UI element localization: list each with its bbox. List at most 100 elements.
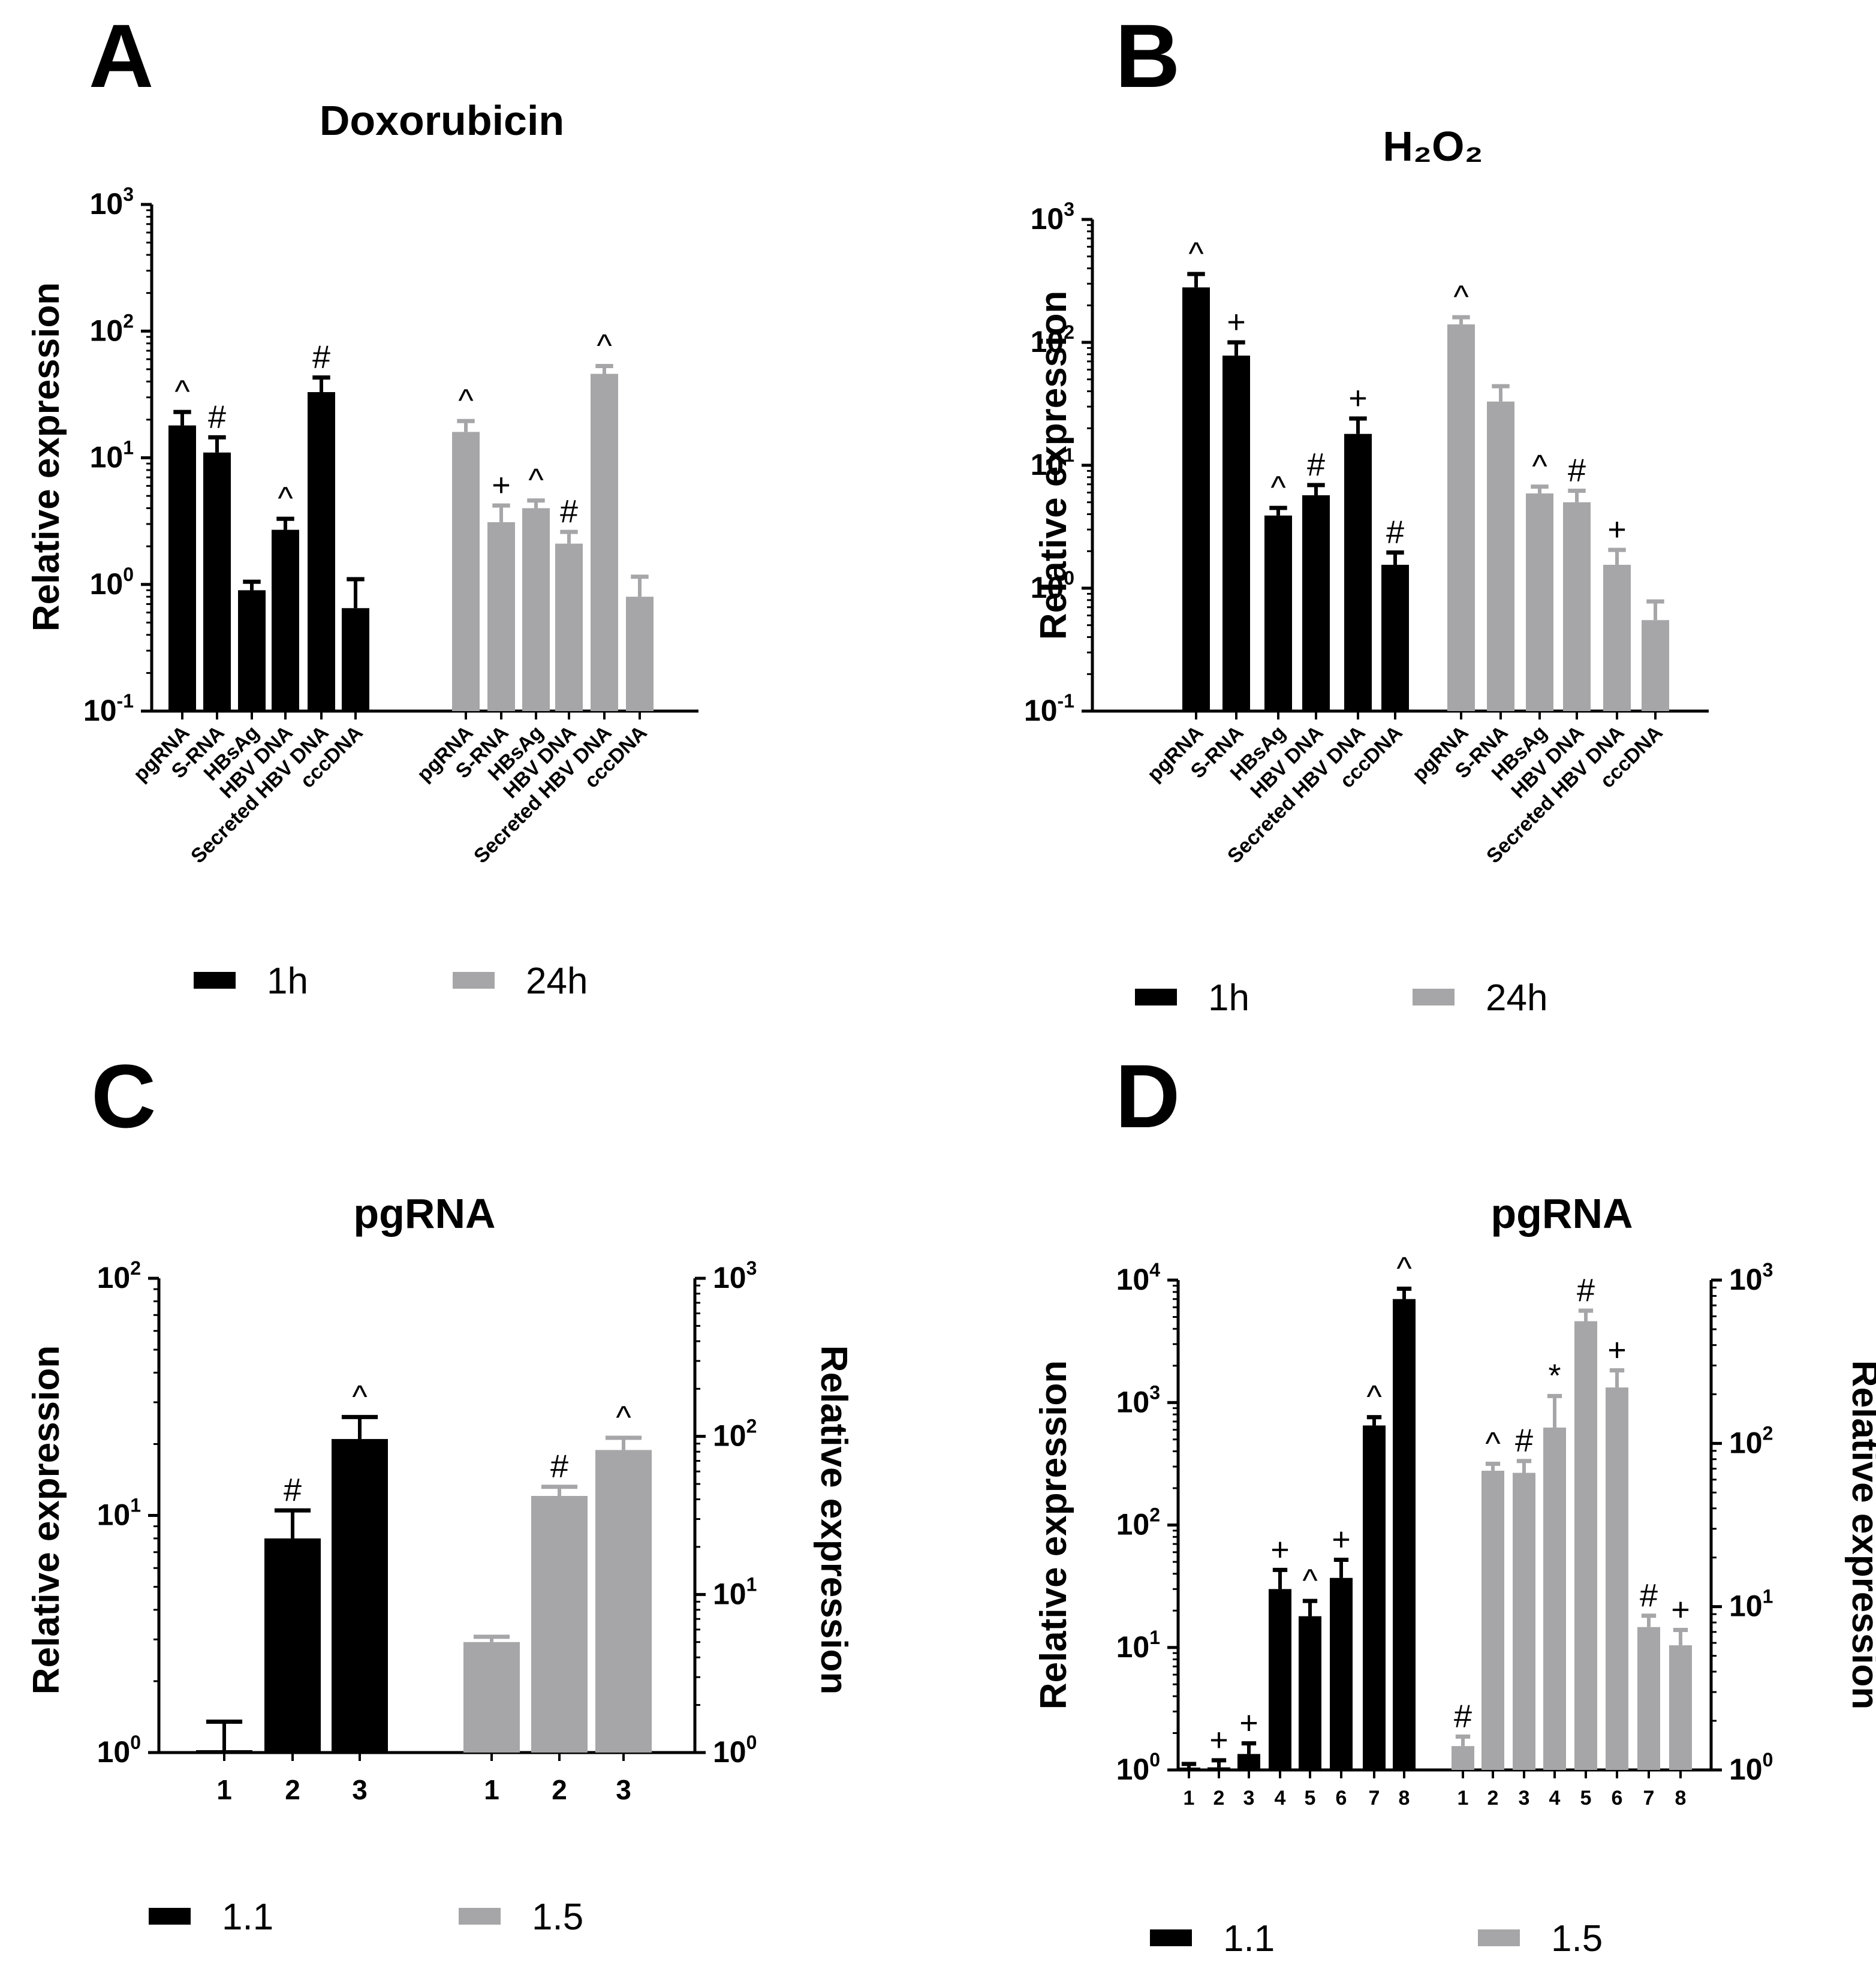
x-tick-label: 8	[1675, 1787, 1687, 1810]
bar-1.5-6	[1606, 1387, 1628, 1770]
significance-marker: +	[1227, 304, 1246, 340]
bar-1h-Secreted HBV DNA	[308, 392, 335, 711]
bar-1h-pgRNA	[168, 425, 196, 711]
bar-1.1-2	[1207, 1767, 1230, 1770]
bar-1h-HBsAg	[238, 590, 266, 711]
x-tick-label: 4	[1549, 1787, 1561, 1810]
x-tick-label: 3	[1519, 1787, 1530, 1810]
y-tick-label: 104	[1116, 1259, 1161, 1296]
significance-marker: #	[1577, 1272, 1595, 1308]
bar-1.1-8	[1393, 1299, 1416, 1770]
x-tick-label: 6	[1336, 1787, 1347, 1810]
significance-marker: +	[1348, 380, 1368, 416]
significance-marker: ^	[1485, 1425, 1501, 1461]
bar-24h-HBV DNA	[555, 543, 583, 711]
y-right-tick-label: 102	[713, 1416, 757, 1453]
significance-marker: #	[1454, 1698, 1472, 1734]
significance-marker: +	[492, 467, 511, 503]
chart-title: pgRNA	[1490, 1190, 1633, 1237]
significance-marker: ^	[1270, 469, 1286, 505]
x-tick-label: 4	[1275, 1787, 1286, 1810]
bar-24h-pgRNA	[1447, 324, 1475, 711]
bar-1.5-4	[1543, 1427, 1566, 1770]
x-tick-label: 8	[1399, 1787, 1410, 1810]
x-tick-label: 2	[552, 1774, 567, 1805]
bar-24h-HBV DNA	[1563, 502, 1591, 711]
y-tick-label: 100	[97, 1732, 141, 1769]
significance-marker: ^	[174, 374, 190, 410]
significance-marker: #	[1568, 453, 1586, 489]
x-tick-label: 7	[1643, 1787, 1655, 1810]
significance-marker: ^	[1188, 236, 1204, 272]
panel-label: C	[91, 1046, 156, 1146]
significance-marker: +	[1270, 1531, 1290, 1567]
x-tick-label: 3	[616, 1774, 631, 1805]
legend-swatch	[459, 1908, 501, 1925]
bar-24h-S-RNA	[1487, 401, 1514, 711]
significance-marker: #	[284, 1472, 302, 1508]
y-tick-label: 101	[97, 1495, 141, 1532]
significance-marker: #	[208, 399, 226, 435]
bar-24h-S-RNA	[487, 522, 515, 711]
bar-1.1-3	[332, 1439, 388, 1753]
significance-marker: ^	[1532, 448, 1547, 484]
significance-marker: #	[1386, 514, 1404, 550]
legend-swatch	[453, 972, 495, 989]
bar-24h-HBsAg	[1526, 493, 1553, 711]
bar-1.5-3	[1513, 1473, 1535, 1770]
bar-1h-HBV DNA	[272, 529, 299, 711]
legend-label: 1h	[267, 961, 308, 1002]
bar-24h-cccDNA	[626, 597, 654, 711]
y-tick-label: 102	[90, 310, 134, 347]
significance-marker: ^	[528, 462, 544, 498]
bar-1.1-6	[1330, 1577, 1353, 1770]
significance-marker: ^	[458, 383, 474, 419]
legend-swatch	[1135, 989, 1177, 1005]
panel-B: B H₂O₂ 10-1 100 101 102 103 Relative expression…	[1024, 5, 1709, 1019]
bar-1h-cccDNA	[342, 608, 369, 711]
y-axis-label: Relative expression	[26, 282, 67, 631]
significance-marker: ^	[1302, 1562, 1318, 1598]
chart-title: pgRNA	[353, 1190, 495, 1237]
y-right-tick-label: 100	[713, 1732, 757, 1769]
y-tick-label: 101	[90, 437, 134, 474]
bar-1h-S-RNA	[1222, 356, 1250, 711]
x-tick-label: 1	[484, 1774, 499, 1805]
bar-1h-Secreted HBV DNA	[1344, 433, 1372, 711]
x-tick-label: 3	[352, 1774, 368, 1805]
legend-label: 1.1	[222, 1896, 273, 1938]
significance-marker: *	[1548, 1357, 1561, 1393]
y-right-tick-label: 103	[713, 1257, 757, 1294]
y-axis-right-label: Relative expression	[813, 1345, 854, 1694]
chart-title: H₂O₂	[1383, 123, 1483, 170]
x-tick-label: 1	[1184, 1787, 1195, 1810]
x-tick-label: 6	[1612, 1787, 1623, 1810]
bar-1.1-3	[1237, 1754, 1260, 1770]
bar-1.5-8	[1669, 1645, 1692, 1770]
significance-marker: #	[1515, 1423, 1533, 1459]
y-tick-label: 100	[1031, 567, 1074, 604]
y-tick-label: 101	[1031, 444, 1074, 481]
y-tick-label: 102	[97, 1257, 141, 1294]
x-tick-label: 2	[1213, 1787, 1225, 1810]
significance-marker: #	[1640, 1577, 1658, 1613]
bar-24h-Secreted HBV DNA	[1603, 564, 1631, 711]
y-tick-label: 103	[1031, 198, 1074, 236]
y-tick-label: 10-1	[83, 690, 134, 727]
bar-1.1-1	[196, 1750, 252, 1753]
y-right-tick-label: 101	[713, 1573, 757, 1610]
bar-1.1-5	[1299, 1616, 1321, 1770]
y-axis-right-label: Relative expression	[1844, 1360, 1876, 1709]
significance-marker: #	[312, 339, 330, 375]
x-tick-label: 5	[1305, 1787, 1316, 1810]
significance-marker: +	[1607, 1332, 1627, 1368]
bar-24h-pgRNA	[452, 432, 480, 711]
bar-1.5-1	[463, 1642, 520, 1753]
legend-label: 1.5	[1551, 1918, 1603, 1959]
y-right-tick-label: 100	[1729, 1749, 1773, 1786]
significance-marker: ^	[1453, 279, 1469, 315]
bar-1h-cccDNA	[1381, 564, 1409, 711]
